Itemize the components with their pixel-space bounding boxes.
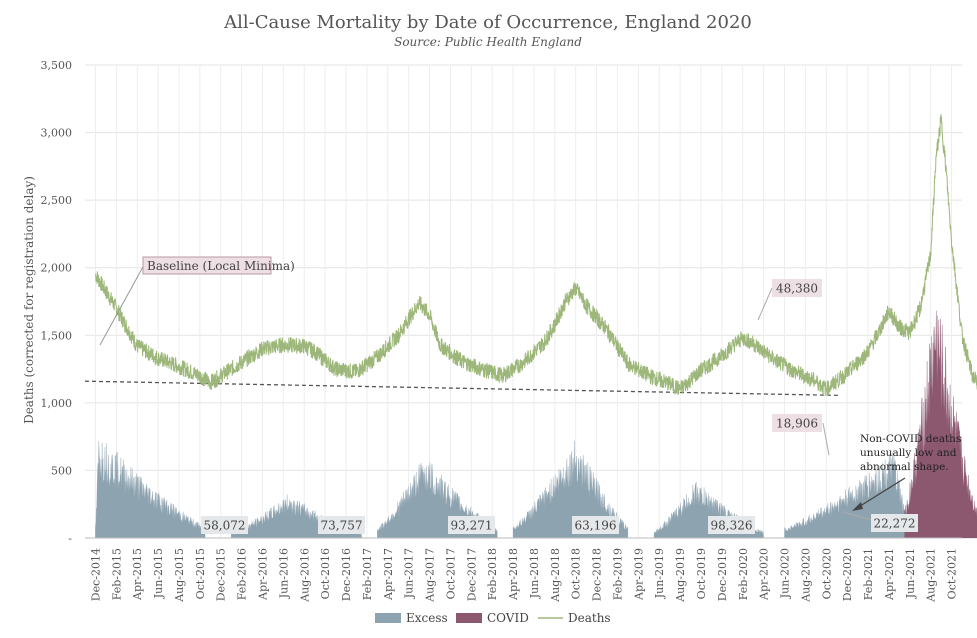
- annotation-line-3: abnormal shape.: [860, 461, 949, 473]
- x-tick-label: Dec-2018: [591, 548, 604, 601]
- wave-labels: 58,072 73,757 93,271 63,196 98,326 22,27…: [201, 511, 918, 534]
- legend: Excess COVID Deaths: [375, 611, 611, 625]
- x-tick-label: Feb-2016: [236, 548, 249, 600]
- legend-label-excess: Excess: [406, 611, 448, 625]
- annotation-line-2: unusually low and: [860, 447, 957, 459]
- x-tick-label: Feb-2020: [737, 548, 750, 600]
- x-axis-ticks: Dec-2014 Feb-2015 Apr-2015 Jun-2015 Aug-2015…: [89, 548, 958, 603]
- x-tick-label: Apr-2015: [131, 548, 144, 601]
- covid-labels: 48,380 18,906: [757, 279, 830, 456]
- wave-2020-leader: [842, 511, 873, 521]
- y-tick-label: 500: [51, 464, 72, 477]
- covid-wave2-leader: [822, 422, 830, 456]
- x-tick-label: Apr-2018: [507, 548, 520, 601]
- y-axis-label: Deaths (corrected for registration delay…: [22, 176, 36, 424]
- x-tick-label: Dec-2019: [716, 548, 729, 601]
- x-tick-label: Oct-2018: [570, 548, 583, 599]
- area-series: [95, 310, 977, 539]
- legend-swatch-excess: [375, 613, 401, 623]
- legend-label-deaths: Deaths: [568, 611, 611, 625]
- x-tick-label: Apr-2016: [256, 548, 269, 601]
- wave-label-box: [318, 516, 365, 534]
- covid-label-box: [772, 414, 822, 432]
- x-tick-label: Feb-2017: [361, 548, 374, 600]
- x-tick-label: Apr-2017: [382, 548, 395, 601]
- legend-swatch-covid: [456, 613, 482, 623]
- x-tick-label: Oct-2017: [444, 548, 457, 599]
- wave-label-2015: 58,072: [204, 519, 246, 533]
- x-tick-label: Feb-2021: [862, 548, 875, 600]
- x-tick-label: Jun-2015: [152, 548, 165, 599]
- x-tick-label: Jun-2020: [779, 548, 792, 599]
- x-tick-label: Oct-2015: [194, 548, 207, 599]
- y-tick-label: -: [68, 532, 72, 545]
- covid-label-wave1: 48,380: [776, 282, 818, 296]
- wave-label-2018: 63,196: [575, 519, 617, 533]
- x-tick-label: Oct-2019: [695, 548, 708, 599]
- wave-label-2020: 22,272: [874, 517, 916, 531]
- covid-label-wave2: 18,906: [776, 417, 818, 431]
- x-tick-label: Oct-2021: [946, 548, 959, 599]
- excess-area: [512, 440, 629, 539]
- wave-label-box: [201, 516, 248, 534]
- x-tick-label: Jun-2019: [653, 548, 666, 599]
- y-tick-label: 2,000: [41, 262, 73, 275]
- annotation-line-1: Non-COVID deaths: [860, 433, 961, 445]
- x-tick-label: Aug-2017: [424, 548, 437, 603]
- baseline-callout-leader: [99, 264, 145, 346]
- x-tick-label: Aug-2021: [925, 548, 938, 603]
- x-tick-label: Jun-2018: [528, 548, 541, 599]
- gridlines: [85, 64, 962, 538]
- x-tick-label: Dec-2015: [215, 548, 228, 601]
- x-tick-label: Apr-2019: [632, 548, 645, 601]
- chart-subtitle: Source: Public Health England: [394, 35, 582, 49]
- x-tick-label: Aug-2020: [799, 548, 812, 603]
- legend-label-covid: COVID: [487, 611, 529, 625]
- x-tick-label: Aug-2015: [173, 548, 186, 603]
- covid-area: [904, 310, 977, 539]
- x-tick-label: Feb-2019: [611, 548, 624, 600]
- wave-label-box: [448, 516, 495, 534]
- y-tick-label: 3,000: [41, 127, 73, 140]
- excess-area: [95, 441, 206, 539]
- x-tick-label: Feb-2015: [110, 548, 123, 600]
- x-tick-label: Dec-2016: [340, 548, 353, 601]
- wave-label-2019: 98,326: [711, 519, 753, 533]
- wave-label-2016: 73,757: [321, 519, 363, 533]
- chart-title: All-Cause Mortality by Date of Occurrenc…: [223, 12, 752, 33]
- x-tick-label: Oct-2020: [820, 548, 833, 599]
- y-tick-label: 3,500: [41, 59, 73, 72]
- x-tick-label: Apr-2021: [883, 548, 896, 601]
- baseline-callout-label: Baseline (Local Minima): [147, 259, 295, 273]
- annotation-arrowhead: [852, 502, 863, 511]
- y-tick-label: 1,500: [41, 329, 73, 342]
- annotation-arrow: [856, 477, 906, 509]
- baseline-line: [84, 380, 841, 397]
- x-tick-label: Oct-2016: [319, 548, 332, 599]
- x-tick-label: Jun-2017: [403, 548, 416, 599]
- x-tick-label: Dec-2017: [465, 548, 478, 601]
- x-tick-label: Aug-2019: [674, 548, 687, 603]
- covid-label-box: [772, 279, 822, 297]
- non-covid-annotation: Non-COVID deaths unusually low and abnor…: [852, 433, 961, 511]
- wave-label-2017: 93,271: [451, 519, 493, 533]
- x-tick-label: Aug-2016: [298, 548, 311, 603]
- x-tick-label: Jun-2016: [277, 548, 290, 599]
- x-tick-label: Jun-2021: [904, 548, 917, 599]
- wave-label-box: [572, 516, 619, 534]
- wave-label-box: [708, 516, 755, 534]
- x-tick-label: Apr-2020: [758, 548, 771, 601]
- covid-wave1-leader: [757, 287, 773, 321]
- y-tick-label: 2,500: [41, 194, 73, 207]
- y-tick-label: 1,000: [41, 397, 73, 410]
- baseline-callout-box: [142, 256, 272, 275]
- deaths-series-line: [94, 114, 977, 397]
- y-axis-ticks: - 500 1,000 1,500 2,000 2,500 3,000 3,500: [41, 59, 73, 545]
- x-tick-label: Dec-2020: [841, 548, 854, 601]
- x-tick-label: Feb-2018: [486, 548, 499, 600]
- x-tick-label: Aug-2018: [549, 548, 562, 603]
- wave-label-box: [871, 514, 918, 532]
- x-tick-label: Dec-2014: [89, 548, 102, 601]
